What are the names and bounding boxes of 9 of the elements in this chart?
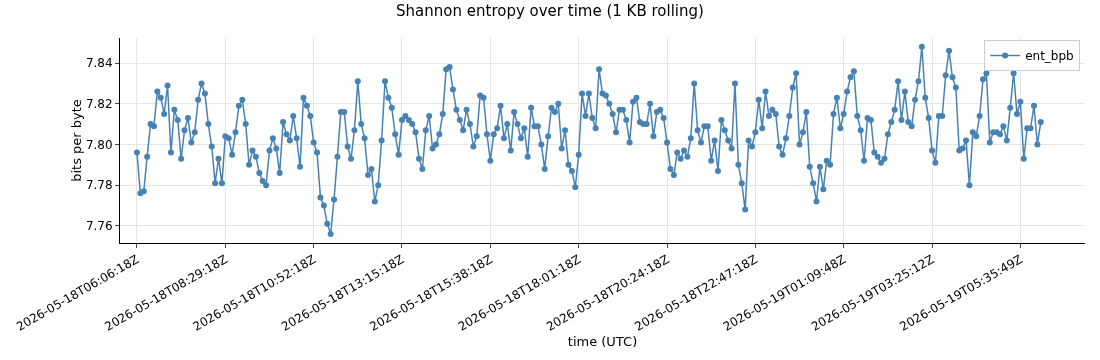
chart-title: Shannon entropy over time (1 KB rolling) <box>396 1 704 20</box>
y-tick-label: 7.84 <box>85 56 113 71</box>
y-tick-label: 7.78 <box>85 178 113 193</box>
x-axis-title: time (UTC) <box>567 333 638 349</box>
legend-label: ent_bpb <box>1025 49 1074 64</box>
y-axis-title: bits per byte <box>68 99 84 182</box>
y-tick-label: 7.80 <box>85 137 113 152</box>
y-tick-label: 7.76 <box>85 219 113 234</box>
y-tick-label: 7.82 <box>85 96 113 111</box>
